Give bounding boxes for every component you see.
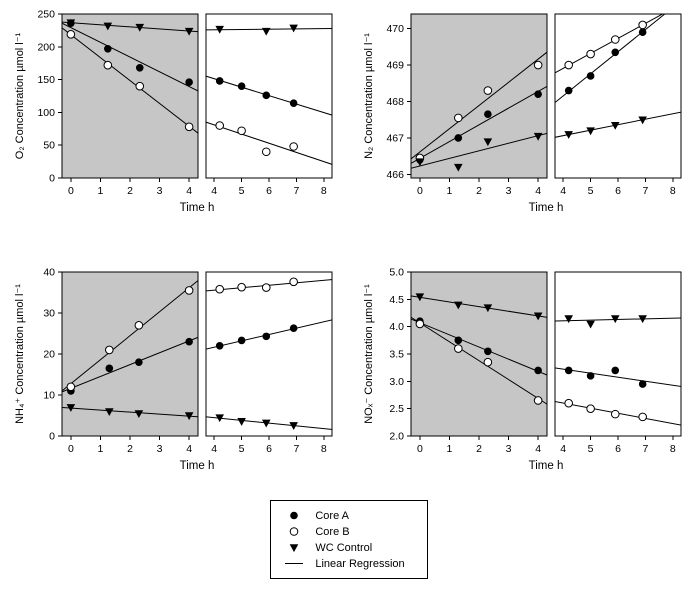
svg-text:Time h: Time h [179, 202, 214, 214]
svg-text:30: 30 [43, 308, 55, 320]
svg-text:2: 2 [476, 185, 482, 197]
svg-text:5: 5 [238, 185, 244, 197]
legend-label: Linear Regression [315, 557, 405, 570]
svg-text:1: 1 [446, 185, 452, 197]
svg-text:4: 4 [186, 443, 192, 455]
svg-text:4.0: 4.0 [389, 321, 404, 333]
svg-text:3: 3 [156, 185, 162, 197]
triangle-filled-icon [290, 544, 299, 553]
svg-text:5: 5 [587, 443, 593, 455]
svg-text:4: 4 [560, 443, 566, 455]
legend-item-linear-regression: Linear Regression [283, 557, 405, 570]
line-icon [285, 563, 304, 564]
circle-filled-icon [290, 511, 299, 520]
svg-text:1: 1 [97, 443, 103, 455]
svg-text:0: 0 [49, 431, 55, 443]
svg-text:250: 250 [37, 9, 55, 21]
svg-text:468: 468 [386, 96, 404, 108]
svg-text:1: 1 [446, 443, 452, 455]
svg-text:20: 20 [43, 349, 55, 361]
svg-text:0: 0 [67, 185, 73, 197]
svg-text:4: 4 [535, 185, 541, 197]
svg-text:4: 4 [211, 443, 217, 455]
svg-text:467: 467 [386, 132, 404, 144]
panels-grid: O₂ Concentration µmol l⁻¹ 0 50 100 150 200 250… [14, 9, 681, 472]
svg-text:40: 40 [43, 267, 55, 279]
svg-text:7: 7 [293, 185, 299, 197]
svg-text:469: 469 [386, 60, 404, 72]
svg-text:150: 150 [37, 74, 55, 86]
svg-text:4: 4 [186, 185, 192, 197]
svg-text:7: 7 [642, 185, 648, 197]
legend-label: Core B [315, 525, 350, 538]
svg-text:8: 8 [669, 443, 675, 455]
svg-text:8: 8 [320, 185, 326, 197]
svg-text:466: 466 [386, 169, 404, 181]
svg-text:7: 7 [642, 443, 648, 455]
svg-text:6: 6 [615, 185, 621, 197]
svg-text:50: 50 [43, 140, 55, 152]
svg-text:4: 4 [560, 185, 566, 197]
svg-text:5: 5 [587, 185, 593, 197]
svg-text:3.5: 3.5 [389, 349, 404, 361]
svg-text:7: 7 [293, 443, 299, 455]
nox-chart: NOₓ⁻ Concentration µmol l⁻¹ 2.0 2.5 3.0 3.5 4… [363, 267, 681, 472]
legend-item-core-b: Core B [283, 525, 404, 538]
svg-text:200: 200 [37, 41, 55, 53]
legend-label: WC Control [315, 541, 373, 554]
svg-text:5: 5 [238, 443, 244, 455]
svg-text:2: 2 [476, 443, 482, 455]
svg-text:NH₄⁺ Concentration µmol l⁻¹: NH₄⁺ Concentration µmol l⁻¹ [14, 284, 26, 424]
svg-text:O₂ Concentration µmol l⁻¹: O₂ Concentration µmol l⁻¹ [14, 32, 26, 159]
svg-text:10: 10 [43, 390, 55, 402]
svg-text:3: 3 [156, 443, 162, 455]
svg-text:3: 3 [505, 185, 511, 197]
svg-text:8: 8 [669, 185, 675, 197]
legend-box: Core A Core B WC Control Linear Regression [270, 500, 428, 579]
svg-text:6: 6 [266, 443, 272, 455]
svg-text:8: 8 [320, 443, 326, 455]
svg-text:2: 2 [127, 443, 133, 455]
svg-text:470: 470 [386, 23, 404, 35]
svg-text:0: 0 [67, 443, 73, 455]
legend-item-core-a: Core A [283, 509, 404, 522]
svg-text:100: 100 [37, 107, 55, 119]
svg-text:Time h: Time h [179, 460, 214, 472]
legend-label: Core A [315, 509, 349, 522]
svg-text:4: 4 [535, 443, 541, 455]
svg-text:1: 1 [97, 185, 103, 197]
svg-text:3.0: 3.0 [389, 376, 404, 388]
svg-text:2.0: 2.0 [389, 431, 404, 443]
n2-chart: N₂ Concentration µmol l⁻¹466467468469470… [363, 13, 681, 214]
svg-text:0: 0 [49, 173, 55, 185]
nh4-chart: NH₄⁺ Concentration µmol l⁻¹ 0 10 20 30 40 0 1 2 3… [14, 267, 332, 472]
svg-text:5.0: 5.0 [389, 267, 404, 279]
legend-item-wc-control: WC Control [283, 541, 404, 554]
o2-chart: O₂ Concentration µmol l⁻¹050100150200250… [14, 9, 332, 214]
svg-text:4: 4 [211, 185, 217, 197]
svg-text:NOₓ⁻ Concentration µmol l⁻¹: NOₓ⁻ Concentration µmol l⁻¹ [363, 284, 375, 424]
svg-text:2: 2 [127, 185, 133, 197]
svg-text:0: 0 [416, 185, 422, 197]
circle-open-icon [290, 527, 299, 536]
svg-text:3: 3 [505, 443, 511, 455]
svg-text:6: 6 [615, 443, 621, 455]
svg-text:4.5: 4.5 [389, 294, 404, 306]
svg-text:0: 0 [416, 443, 422, 455]
svg-text:Time h: Time h [528, 202, 563, 214]
svg-text:N₂ Concentration µmol l⁻¹: N₂ Concentration µmol l⁻¹ [363, 33, 375, 159]
svg-text:Time h: Time h [528, 460, 563, 472]
svg-text:2.5: 2.5 [389, 403, 404, 415]
svg-text:6: 6 [266, 185, 272, 197]
